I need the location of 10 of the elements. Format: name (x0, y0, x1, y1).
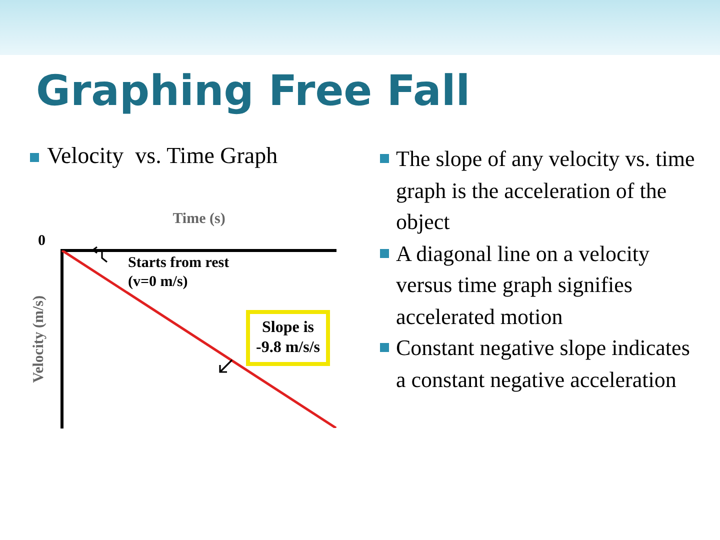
text: The slope of any velocity vs. time graph is the acceleration of the object (396, 146, 695, 234)
chart-title: Graphing Free Fall (36, 66, 470, 115)
chart-subtitle: Velocity vs. Time Graph (47, 143, 278, 168)
x-axis-title: Time (s) (172, 210, 226, 227)
annotation: 0 (38, 232, 46, 251)
annotation: Starts from rest (v=0 m/s) (128, 254, 230, 292)
annotation: A diagonal line on a velocity versus time graph signifies accelerated motion (396, 240, 650, 328)
callout-box: Slope is -9.8 m/s/s (246, 310, 330, 366)
annotation: Constant negative slope indicates a constant negative acceleration (396, 335, 690, 392)
y-axis-title: Velocity (m/s) (30, 296, 47, 383)
